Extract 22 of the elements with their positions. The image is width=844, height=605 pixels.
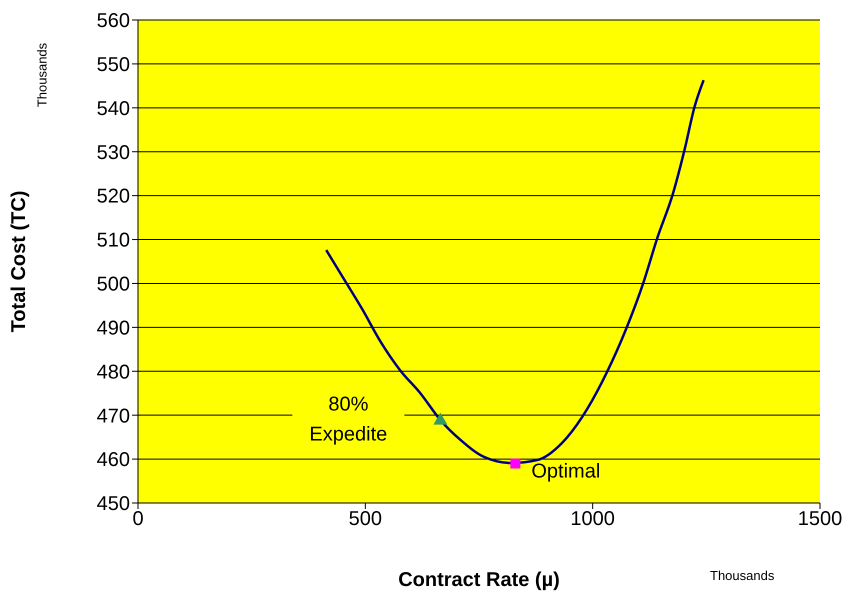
y-tick-label: 560 [96,10,130,32]
y-tick-label: 450 [96,493,130,516]
y-tick-label: 510 [96,230,130,252]
y-tick-label: 540 [96,98,130,120]
x-tick-label: 1000 [570,508,615,530]
y-tick-label: 470 [96,405,130,428]
text: Thousands [34,42,50,108]
y-tick-label: 500 [96,274,130,296]
y-tick-label: 490 [96,317,130,340]
x-tick-label: 1500 [798,508,842,530]
y-tick-label: 520 [96,186,130,208]
annotation: 80% Expedite [309,394,388,446]
y-axis-title: Total Cost (TC) [8,190,30,332]
text: Thousands [710,568,774,583]
y-tick-label: 550 [96,54,130,76]
x-axis-title: Contract Rate (µ) [398,569,560,591]
x-tick-label: 0 [132,508,144,530]
x-tick-label: 500 [348,508,382,530]
y-tick-label: 530 [96,142,130,164]
y-tick-label: 480 [96,361,130,384]
annotation: Optimal [531,460,600,482]
y-tick-label: 460 [96,449,130,472]
